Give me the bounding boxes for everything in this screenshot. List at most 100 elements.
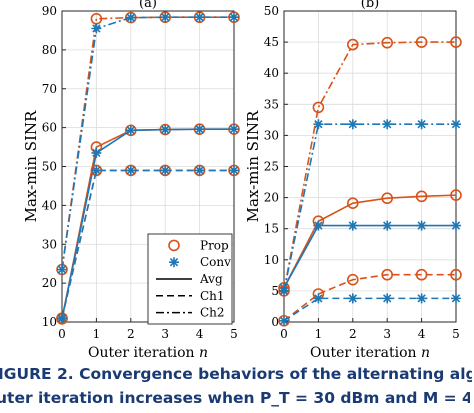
legend-symbol-prop — [168, 239, 180, 252]
tick-label-x-b: 2 — [349, 327, 357, 341]
series-prop-ch2-b-point — [381, 36, 394, 49]
tick-label-y-b: 0 — [271, 315, 279, 329]
tick-label-y-a: 30 — [42, 237, 57, 251]
series-prop-ch2-b-point — [450, 36, 462, 48]
series-conv-ch1-b-point — [313, 293, 324, 304]
series-conv-ch2-b-point — [451, 119, 461, 130]
series-conv-ch2-a-point — [57, 264, 67, 275]
tick-label-y-a: 90 — [42, 4, 57, 18]
series-conv-avg-a-point — [91, 147, 102, 158]
series-conv-ch2-b-point — [416, 119, 427, 130]
series-conv-avg-a-point — [160, 124, 171, 135]
series-conv-avg-a-line — [61, 128, 234, 320]
legend-symbol-conv — [169, 257, 179, 268]
series-conv-ch1-a-point — [194, 165, 205, 176]
tick-label-y-b: 10 — [264, 253, 279, 267]
series-conv-ch2-a-line — [61, 16, 234, 270]
series-conv-avg-b-point — [382, 220, 393, 231]
series-conv-ch2-b-point — [313, 119, 324, 130]
series-prop-ch2-b-point — [312, 101, 325, 114]
legend-label-avg: Avg — [199, 272, 223, 286]
series-conv-ch2-a-point — [125, 12, 136, 23]
legend-a: Prop Conv Avg Ch1 Ch2 — [147, 233, 233, 325]
series-conv-avg-b-point — [347, 220, 358, 231]
series-prop-ch2-b-point — [346, 38, 359, 51]
legend-label-ch1: Ch1 — [200, 289, 225, 303]
series-prop-ch2-a-line — [61, 16, 234, 270]
tick-label-y-b: 45 — [264, 35, 279, 49]
y-axis-label-a: Max-min SINR — [22, 110, 40, 222]
series-prop-ch1-b-point — [415, 268, 428, 281]
series-conv-ch2-b-point — [279, 285, 289, 296]
series-prop-ch1-b-point — [381, 268, 394, 281]
series-prop-avg-b-point — [346, 197, 359, 209]
series-conv-ch1-b-point — [347, 293, 358, 304]
legend-label-conv: Conv — [200, 255, 231, 269]
tick-label-x-a: 2 — [127, 327, 135, 341]
series-conv-ch1-a-point — [125, 165, 136, 176]
series-conv-ch2-a-point — [160, 12, 171, 23]
series-prop-ch2-b-point — [415, 36, 428, 48]
tick-label-y-a: 40 — [42, 198, 57, 212]
series-conv-ch1-b-point — [279, 315, 289, 326]
panel-label-b: (b) — [361, 0, 379, 11]
tick-label-x-b: 0 — [280, 327, 288, 341]
figure-caption-line-1: IGURE 2. Convergence behaviors of the al… — [0, 365, 472, 383]
tick-label-y-b: 5 — [271, 284, 279, 298]
tick-label-y-b: 15 — [264, 222, 279, 236]
series-conv-ch2-a-point — [194, 12, 205, 23]
series-prop-ch1-b-point — [450, 268, 462, 281]
series-conv-ch1-b-line — [283, 297, 456, 322]
tick-label-x-a: 1 — [93, 327, 101, 341]
series-conv-ch2-b-line — [283, 123, 456, 292]
tick-label-x-a: 5 — [230, 327, 238, 341]
tick-label-y-a: 80 — [42, 43, 57, 57]
series-prop-ch1-b-point — [346, 273, 359, 286]
tick-label-y-a: 50 — [42, 160, 57, 174]
series-conv-ch1-b-point — [416, 293, 427, 304]
tick-label-y-b: 20 — [264, 191, 279, 205]
series-conv-ch1-a-point — [57, 313, 67, 324]
series-conv-avg-a-point — [125, 125, 136, 136]
tick-label-x-b: 5 — [452, 327, 460, 341]
series-conv-ch1-a-point — [229, 165, 239, 176]
series-conv-ch2-b-point — [347, 119, 358, 130]
tick-label-y-a: 20 — [42, 276, 57, 290]
figure-caption-line-2: uter iteration increases when P_T = 30 d… — [0, 389, 470, 407]
series-conv-ch1-b-point — [451, 293, 461, 304]
tick-label-x-a: 4 — [196, 327, 204, 341]
tick-label-x-b: 3 — [383, 327, 391, 341]
series-conv-ch1-a-line — [61, 169, 234, 319]
series-conv-ch2-b-point — [382, 119, 393, 130]
series-conv-avg-b-point — [451, 220, 461, 231]
tick-label-y-b: 40 — [264, 66, 279, 80]
series-prop-avg-b-point — [415, 190, 428, 203]
tick-label-x-a: 3 — [161, 327, 169, 341]
series-prop-avg-b-point — [450, 189, 462, 201]
series-conv-ch1-b-point — [382, 293, 393, 304]
x-axis-label-a: Outer iteration n — [88, 345, 208, 360]
tick-label-y-a: 60 — [42, 121, 57, 135]
series-conv-avg-b-line — [283, 224, 456, 289]
series-conv-avg-a-point — [194, 124, 205, 135]
series-prop-avg-b-point — [381, 192, 394, 205]
series-conv-ch1-a-point — [160, 165, 171, 176]
tick-label-y-b: 50 — [264, 4, 279, 18]
tick-label-x-b: 4 — [418, 327, 426, 341]
legend-label-ch2: Ch2 — [200, 306, 225, 320]
series-conv-ch2-a-point — [229, 12, 239, 23]
tick-label-y-a: 70 — [42, 82, 57, 96]
series-conv-avg-a-point — [229, 124, 239, 135]
tick-label-x-b: 1 — [315, 327, 323, 341]
panel-label-a: (a) — [139, 0, 157, 11]
legend-label-prop: Prop — [200, 238, 229, 252]
series-conv-avg-b-point — [313, 220, 324, 231]
chart-panel-a: 0 1 2 3 4 5 10 20 30 40 50 60 70 80 90 (a) Outer iterati… — [22, 0, 240, 360]
y-axis-label-b: Max-min SINR — [244, 110, 262, 222]
tick-label-y-b: 25 — [264, 160, 279, 174]
tick-label-x-a: 0 — [58, 327, 66, 341]
series-conv-ch2-a-point — [91, 23, 102, 34]
tick-label-y-b: 35 — [264, 97, 279, 111]
